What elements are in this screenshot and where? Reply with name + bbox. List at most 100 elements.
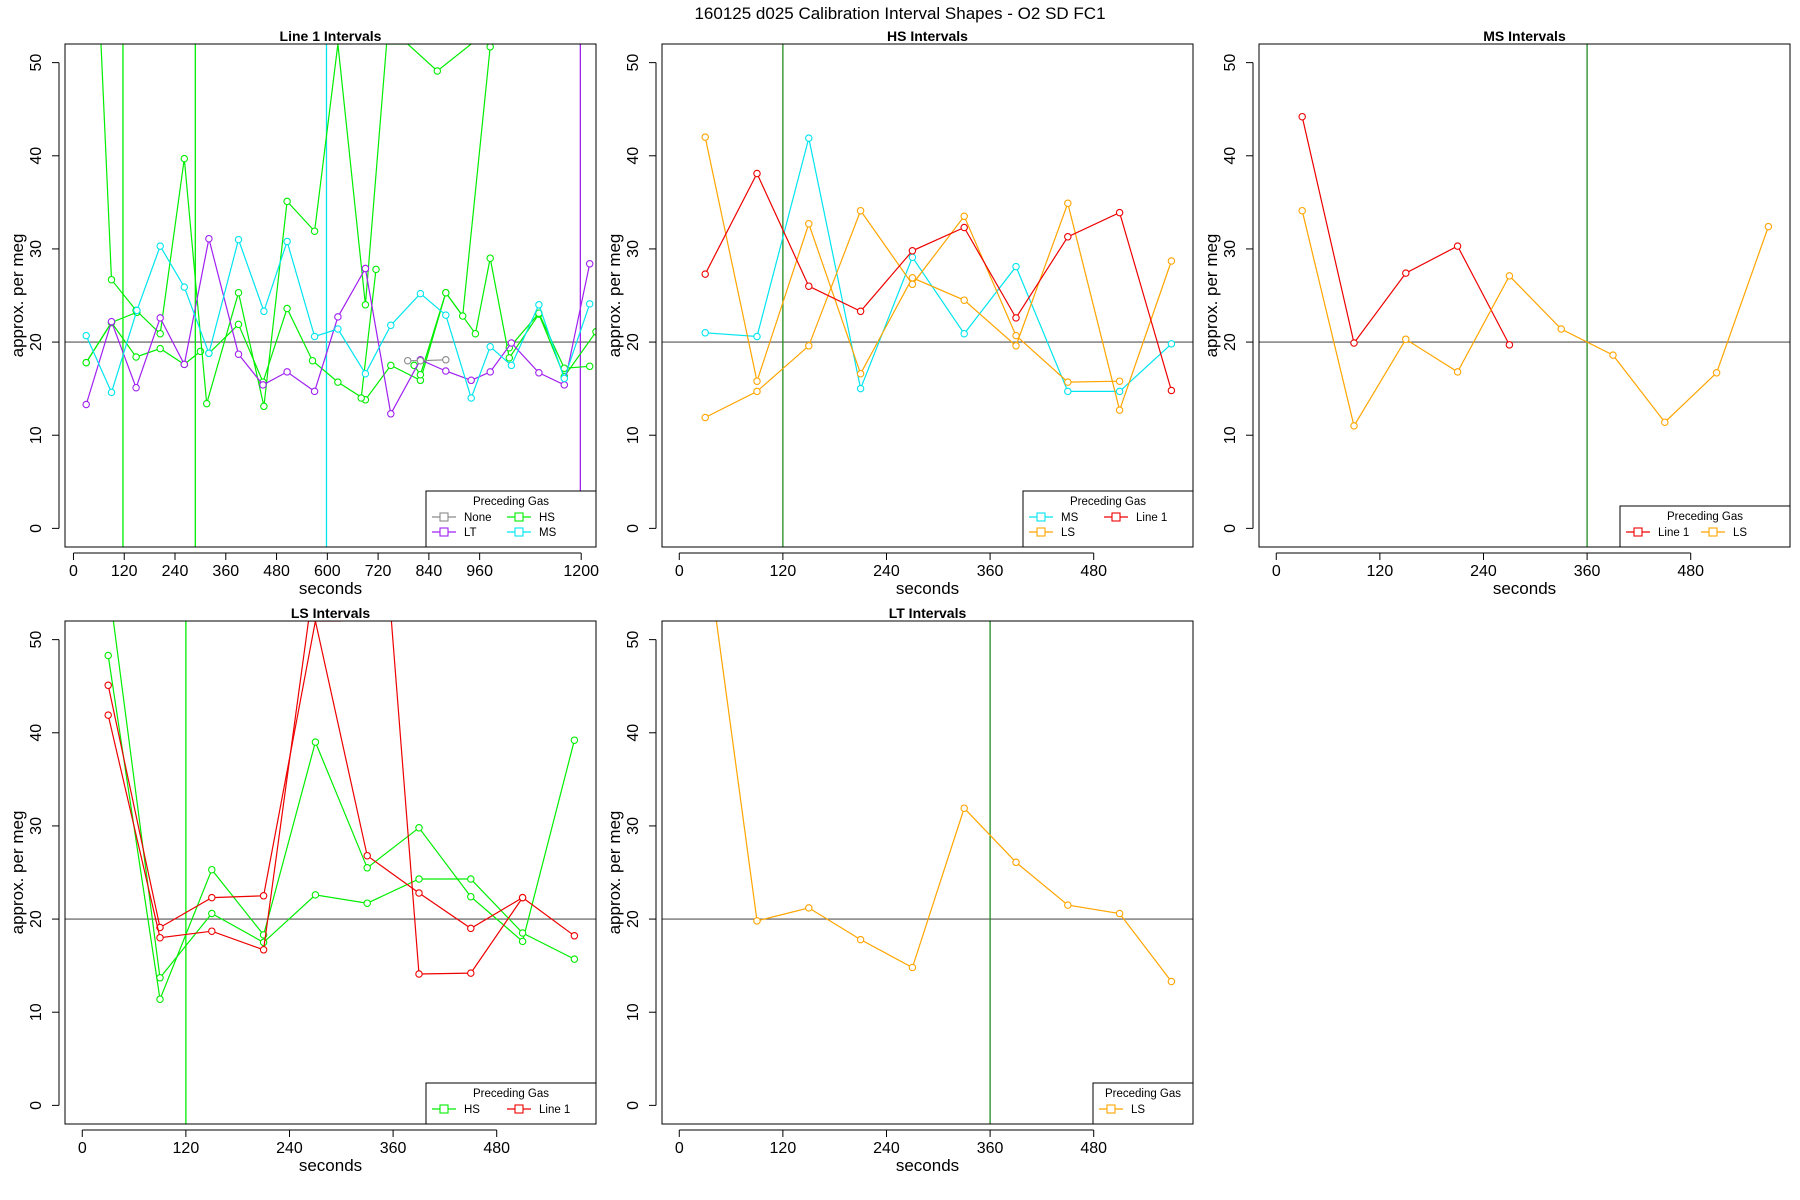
data-point	[156, 344, 164, 353]
panel-title: MS Intervals	[1483, 28, 1566, 44]
y-tick-label: 40	[625, 724, 642, 742]
data-point	[180, 154, 189, 163]
data-point	[259, 892, 268, 900]
data-point	[467, 892, 475, 901]
x-tick-label: 240	[162, 563, 189, 580]
data-point	[486, 254, 494, 262]
data-point	[283, 237, 291, 246]
data-point	[156, 329, 164, 338]
legend: Preceding Gas LS	[1092, 1082, 1194, 1125]
panel-title: HS Intervals	[887, 28, 968, 44]
legend-entry: LS	[1131, 1104, 1145, 1116]
data-point	[1064, 199, 1072, 208]
data-point	[753, 332, 761, 341]
x-axis-label: seconds	[299, 1156, 362, 1175]
x-tick-label: 120	[173, 1140, 200, 1157]
legend-box	[1022, 490, 1194, 548]
legend-symbol	[1036, 527, 1046, 537]
data-point	[701, 270, 709, 278]
data-point	[1453, 368, 1462, 376]
data-point	[856, 935, 865, 944]
data-point	[1115, 377, 1124, 385]
data-point	[1453, 242, 1462, 250]
data-point	[283, 197, 291, 206]
data-point	[156, 995, 164, 1003]
data-point	[1764, 222, 1773, 231]
plot-frame	[661, 43, 1194, 548]
data-point	[1350, 339, 1358, 347]
y-tick-label: 10	[28, 1003, 45, 1021]
legend-symbol	[1708, 527, 1718, 537]
y-tick-label: 0	[1222, 524, 1239, 533]
x-tick-label: 240	[873, 1140, 900, 1157]
data-point	[82, 331, 90, 340]
data-point	[1298, 112, 1306, 121]
data-point	[585, 362, 594, 371]
data-point	[908, 247, 917, 255]
x-axis-label: seconds	[896, 1156, 959, 1175]
data-point	[908, 280, 917, 289]
data-point	[1402, 269, 1410, 277]
data-point	[234, 350, 243, 358]
data-point	[1064, 233, 1072, 241]
y-axis-label: approx. per meg	[1202, 234, 1221, 358]
series-line	[100, 44, 472, 407]
data-point	[1298, 206, 1306, 215]
data-point	[1012, 331, 1020, 340]
data-point	[180, 283, 189, 291]
data-point	[334, 313, 342, 321]
data-point	[208, 927, 216, 935]
data-point	[234, 288, 243, 297]
y-tick-label: 40	[28, 724, 45, 742]
series-line	[407, 359, 446, 362]
data-point	[1505, 272, 1514, 280]
data-point	[856, 206, 865, 215]
data-point	[753, 387, 761, 396]
data-point	[560, 381, 569, 389]
data-point	[805, 282, 813, 290]
plot-frame	[64, 43, 597, 548]
legend-box	[1092, 1082, 1194, 1125]
data-point	[805, 342, 813, 350]
y-tick-label: 0	[28, 524, 45, 533]
y-tick-label: 30	[1222, 240, 1239, 258]
y-tick-label: 30	[28, 240, 45, 258]
y-tick-label: 40	[28, 147, 45, 165]
data-point	[856, 384, 865, 393]
chart-panel: LS Intervals 0 120 240 360 480 seconds 0 10 20 30 4…	[8, 605, 597, 1175]
x-tick-label: 720	[365, 563, 392, 580]
series-line	[85, 238, 366, 405]
y-tick-label: 50	[625, 54, 642, 72]
data-point	[104, 711, 112, 719]
legend-box	[425, 490, 597, 548]
data-point	[960, 212, 968, 221]
figure-title: 160125 d025 Calibration Interval Shapes …	[694, 4, 1105, 23]
data-point	[132, 383, 140, 392]
data-point	[156, 974, 164, 982]
data-point	[308, 356, 317, 365]
data-point	[908, 274, 917, 282]
data-point	[416, 356, 425, 365]
data-point	[260, 307, 268, 316]
data-point	[570, 736, 579, 744]
data-point	[908, 963, 917, 972]
data-point	[753, 917, 761, 925]
y-tick-label: 20	[28, 333, 45, 351]
data-point	[1167, 257, 1176, 265]
data-point	[208, 909, 216, 918]
data-point	[805, 904, 813, 912]
data-point	[104, 651, 112, 660]
data-point	[283, 304, 291, 313]
chart-panel: LT Intervals 0 120 240 360 480 seconds 0 10 20 30 4…	[605, 605, 1194, 1175]
data-point	[486, 368, 494, 376]
data-point	[535, 301, 543, 309]
y-tick-label: 0	[625, 524, 642, 533]
panels: Line 1 Intervals 0 120 240 360 480 600 720 840 96…	[8, 28, 1791, 1175]
data-point	[701, 413, 709, 422]
x-tick-label: 600	[314, 563, 341, 580]
y-tick-label: 20	[28, 910, 45, 928]
data-point	[104, 681, 112, 690]
y-tick-label: 10	[625, 426, 642, 444]
series-line	[704, 209, 1120, 419]
series-line	[364, 263, 591, 416]
